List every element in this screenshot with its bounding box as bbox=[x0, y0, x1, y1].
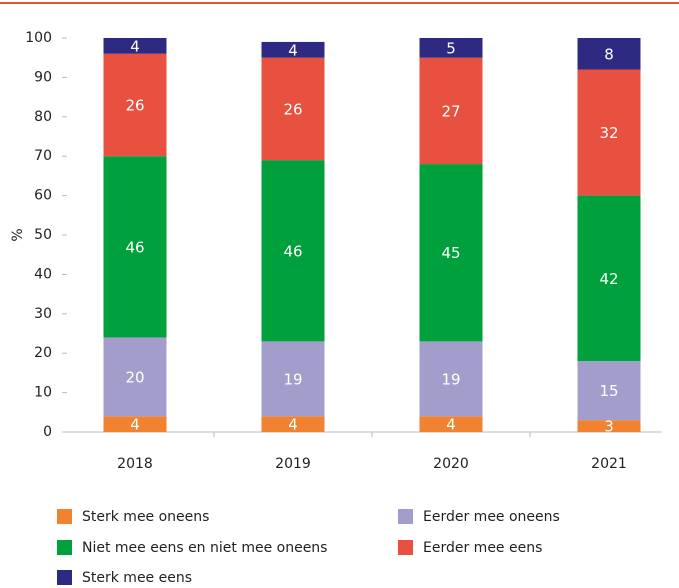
y-tick-label: 10 bbox=[34, 385, 52, 401]
segment-label: 27 bbox=[441, 102, 460, 120]
legend-swatch bbox=[57, 540, 72, 555]
bar-segment bbox=[103, 53, 167, 157]
legend-label: Sterk mee oneens bbox=[82, 509, 209, 525]
bar-segment bbox=[261, 416, 325, 432]
segment-label: 4 bbox=[130, 37, 140, 55]
segment-label: 5 bbox=[446, 39, 456, 57]
legend-swatch bbox=[398, 509, 413, 524]
bar-segment bbox=[577, 420, 641, 432]
segment-label: 19 bbox=[283, 370, 302, 388]
y-tick-label: 70 bbox=[34, 148, 52, 164]
segment-label: 45 bbox=[441, 244, 460, 262]
bar-segment bbox=[103, 38, 167, 54]
legend-swatch bbox=[57, 509, 72, 524]
y-tick-label: 50 bbox=[34, 227, 52, 243]
y-tick-label: 30 bbox=[34, 306, 52, 322]
segment-label: 20 bbox=[125, 368, 144, 386]
bar-segment bbox=[261, 341, 325, 417]
bar-segment bbox=[577, 361, 641, 421]
y-tick-label: 40 bbox=[34, 266, 52, 282]
segment-label: 26 bbox=[283, 100, 302, 118]
segment-label: 46 bbox=[283, 242, 302, 260]
segment-label: 4 bbox=[130, 416, 140, 434]
bar-segment bbox=[577, 195, 641, 362]
segment-label: 32 bbox=[599, 124, 618, 142]
bar-segment bbox=[577, 69, 641, 196]
bar-segment bbox=[577, 38, 641, 70]
y-tick-label: 100 bbox=[25, 30, 52, 46]
bar-segment bbox=[419, 416, 483, 432]
y-tick-label: 80 bbox=[34, 109, 52, 125]
bar-segment bbox=[261, 160, 325, 342]
bar-segment bbox=[419, 164, 483, 342]
bar-segment bbox=[103, 156, 167, 338]
bar-segment bbox=[103, 416, 167, 432]
y-tick-label: 0 bbox=[43, 424, 52, 440]
segment-label: 4 bbox=[288, 41, 298, 59]
bar-segment bbox=[419, 38, 483, 58]
segment-label: 42 bbox=[599, 270, 618, 288]
x-tick-label: 2021 bbox=[591, 456, 627, 472]
segment-label: 8 bbox=[604, 45, 614, 63]
bar-segment bbox=[419, 341, 483, 417]
segment-label: 46 bbox=[125, 238, 144, 256]
segment-label: 4 bbox=[446, 416, 456, 434]
x-tick-label: 2020 bbox=[433, 456, 469, 472]
segment-label: 3 bbox=[604, 418, 614, 436]
x-tick-label: 2019 bbox=[275, 456, 311, 472]
y-tick-label: 20 bbox=[34, 345, 52, 361]
bar-segment bbox=[419, 57, 483, 165]
x-tick-label: 2018 bbox=[117, 456, 153, 472]
segment-label: 26 bbox=[125, 96, 144, 114]
segment-label: 19 bbox=[441, 370, 460, 388]
legend-label: Niet mee eens en niet mee oneens bbox=[82, 540, 327, 556]
bar-segment bbox=[261, 41, 325, 58]
bar-segment bbox=[261, 57, 325, 161]
legend-label: Sterk mee eens bbox=[82, 570, 192, 586]
y-tick-label: 60 bbox=[34, 188, 52, 204]
segment-label: 4 bbox=[288, 416, 298, 434]
legend-swatch bbox=[398, 540, 413, 555]
legend-swatch bbox=[57, 570, 72, 585]
y-tick-label: 90 bbox=[34, 69, 52, 85]
legend-label: Eerder mee eens bbox=[423, 540, 542, 556]
bar-segment bbox=[103, 337, 167, 417]
legend-label: Eerder mee oneens bbox=[423, 509, 560, 525]
segment-label: 15 bbox=[599, 382, 618, 400]
y-axis-label: % bbox=[10, 228, 26, 241]
